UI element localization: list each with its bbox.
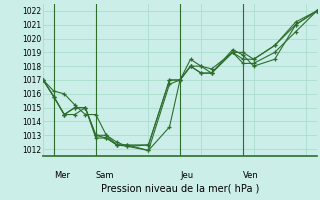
Text: Sam: Sam <box>96 171 114 180</box>
Text: Jeu: Jeu <box>180 171 193 180</box>
Text: Pression niveau de la mer( hPa ): Pression niveau de la mer( hPa ) <box>101 183 259 193</box>
Text: Ven: Ven <box>243 171 259 180</box>
Text: Mer: Mer <box>54 171 70 180</box>
